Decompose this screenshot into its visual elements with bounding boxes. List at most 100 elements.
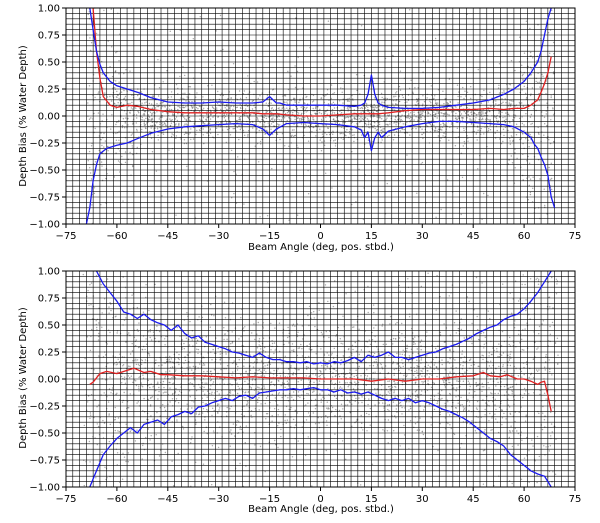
top-scatter-point [421, 112, 424, 114]
bottom-scatter-point [254, 444, 256, 446]
top-scatter-point [147, 135, 149, 137]
bottom-scatter-point [222, 379, 224, 381]
top-scatter-point [195, 106, 198, 109]
top-scatter-point [525, 20, 528, 22]
top-scatter-point [116, 90, 118, 93]
top-scatter-point [284, 112, 287, 115]
bottom-scatter-point [519, 342, 521, 344]
top-scatter-point [150, 103, 153, 105]
bottom-scatter-point [360, 414, 362, 417]
top-scatter-point [202, 96, 204, 98]
bottom-scatter-point [396, 404, 398, 406]
top-scatter-point [342, 123, 344, 125]
top-scatter-point [271, 111, 273, 114]
bottom-scatter-point [182, 428, 185, 430]
top-scatter-point [87, 13, 89, 16]
top-scatter-point [399, 119, 401, 121]
top-scatter-point [115, 121, 118, 124]
bottom-scatter-point [314, 408, 317, 410]
bottom-scatter-point [220, 368, 222, 371]
bottom-scatter-point [551, 276, 553, 279]
bottom-scatter-point [352, 348, 354, 351]
top-scatter-point [523, 124, 525, 126]
top-scatter-point [381, 118, 383, 120]
bottom-scatter-point [501, 354, 503, 356]
bottom-scatter-point [217, 446, 220, 449]
bottom-scatter-point [346, 404, 349, 406]
bottom-scatter-point [241, 387, 243, 389]
bottom-scatter-point [430, 386, 433, 389]
bottom-scatter-point [439, 331, 442, 334]
bottom-scatter-point [395, 417, 397, 419]
bottom-scatter-point [256, 358, 258, 360]
top-scatter-point [162, 101, 164, 104]
bottom-scatter-point [239, 462, 241, 465]
top-scatter-point [511, 128, 514, 130]
bottom-scatter-point [490, 371, 493, 374]
bottom-scatter-point [409, 400, 411, 402]
top-scatter-point [319, 139, 321, 141]
bottom-scatter-point [326, 366, 329, 368]
bottom-scatter-point [387, 380, 389, 382]
bottom-scatter-point [135, 358, 137, 360]
bottom-scatter-point [304, 454, 307, 457]
bottom-scatter-point [237, 420, 240, 422]
top-scatter-point [324, 132, 326, 134]
top-scatter-point [482, 113, 484, 115]
bottom-scatter-point [464, 407, 466, 409]
top-scatter-point [372, 111, 374, 113]
bottom-scatter-point [178, 363, 180, 366]
top-scatter-point [301, 116, 304, 118]
top-scatter-point [115, 52, 117, 54]
top-scatter-point [440, 124, 442, 126]
bottom-scatter-point [374, 388, 376, 390]
top-scatter-point [437, 89, 440, 91]
bottom-scatter-point [308, 355, 310, 358]
bottom-scatter-point [246, 374, 249, 376]
top-scatter-point [361, 106, 363, 109]
top-scatter-point [149, 134, 152, 136]
top-scatter-point [399, 116, 401, 118]
bottom-scatter-point [212, 430, 215, 432]
top-scatter-point [209, 99, 211, 102]
bottom-scatter-point [313, 317, 315, 319]
top-scatter-point [185, 106, 187, 108]
top-scatter-point [543, 134, 545, 136]
bottom-scatter-point [274, 327, 276, 329]
bottom-scatter-point [437, 401, 439, 403]
bottom-scatter-point [223, 301, 226, 303]
bottom-scatter-point [368, 398, 370, 400]
top-scatter-point [243, 203, 245, 205]
bottom-scatter-point [337, 423, 339, 425]
bottom-scatter-point [406, 347, 408, 350]
top-scatter-point [340, 112, 343, 114]
bottom-scatter-point [378, 402, 380, 404]
bottom-scatter-point [365, 384, 367, 386]
bottom-scatter-point [378, 353, 380, 355]
top-scatter-point [444, 112, 446, 115]
bottom-scatter-point [482, 450, 485, 452]
bottom-scatter-point [148, 309, 150, 312]
top-scatter-point [489, 129, 492, 131]
top-scatter-point [429, 123, 432, 126]
top-scatter-point [87, 102, 89, 104]
bottom-scatter-point [332, 357, 335, 360]
top-scatter-point [450, 123, 453, 125]
top-scatter-point [145, 127, 147, 130]
bottom-scatter-point [325, 420, 328, 422]
bottom-scatter-point [258, 397, 260, 399]
top-scatter-point [150, 137, 153, 139]
top-scatter-point [240, 116, 242, 118]
bottom-scatter-point [487, 381, 489, 384]
top-scatter-point [351, 94, 353, 97]
bottom-scatter-point [508, 343, 510, 346]
top-scatter-point [388, 114, 391, 116]
bottom-scatter-point [414, 391, 417, 393]
bottom-scatter-point [308, 305, 311, 308]
bottom-scatter-point [225, 353, 227, 355]
bottom-scatter-point [234, 435, 236, 437]
bottom-scatter-point [449, 382, 451, 384]
bottom-scatter-point [507, 361, 509, 363]
bottom-scatter-point [300, 379, 302, 381]
bottom-scatter-point [164, 451, 167, 454]
